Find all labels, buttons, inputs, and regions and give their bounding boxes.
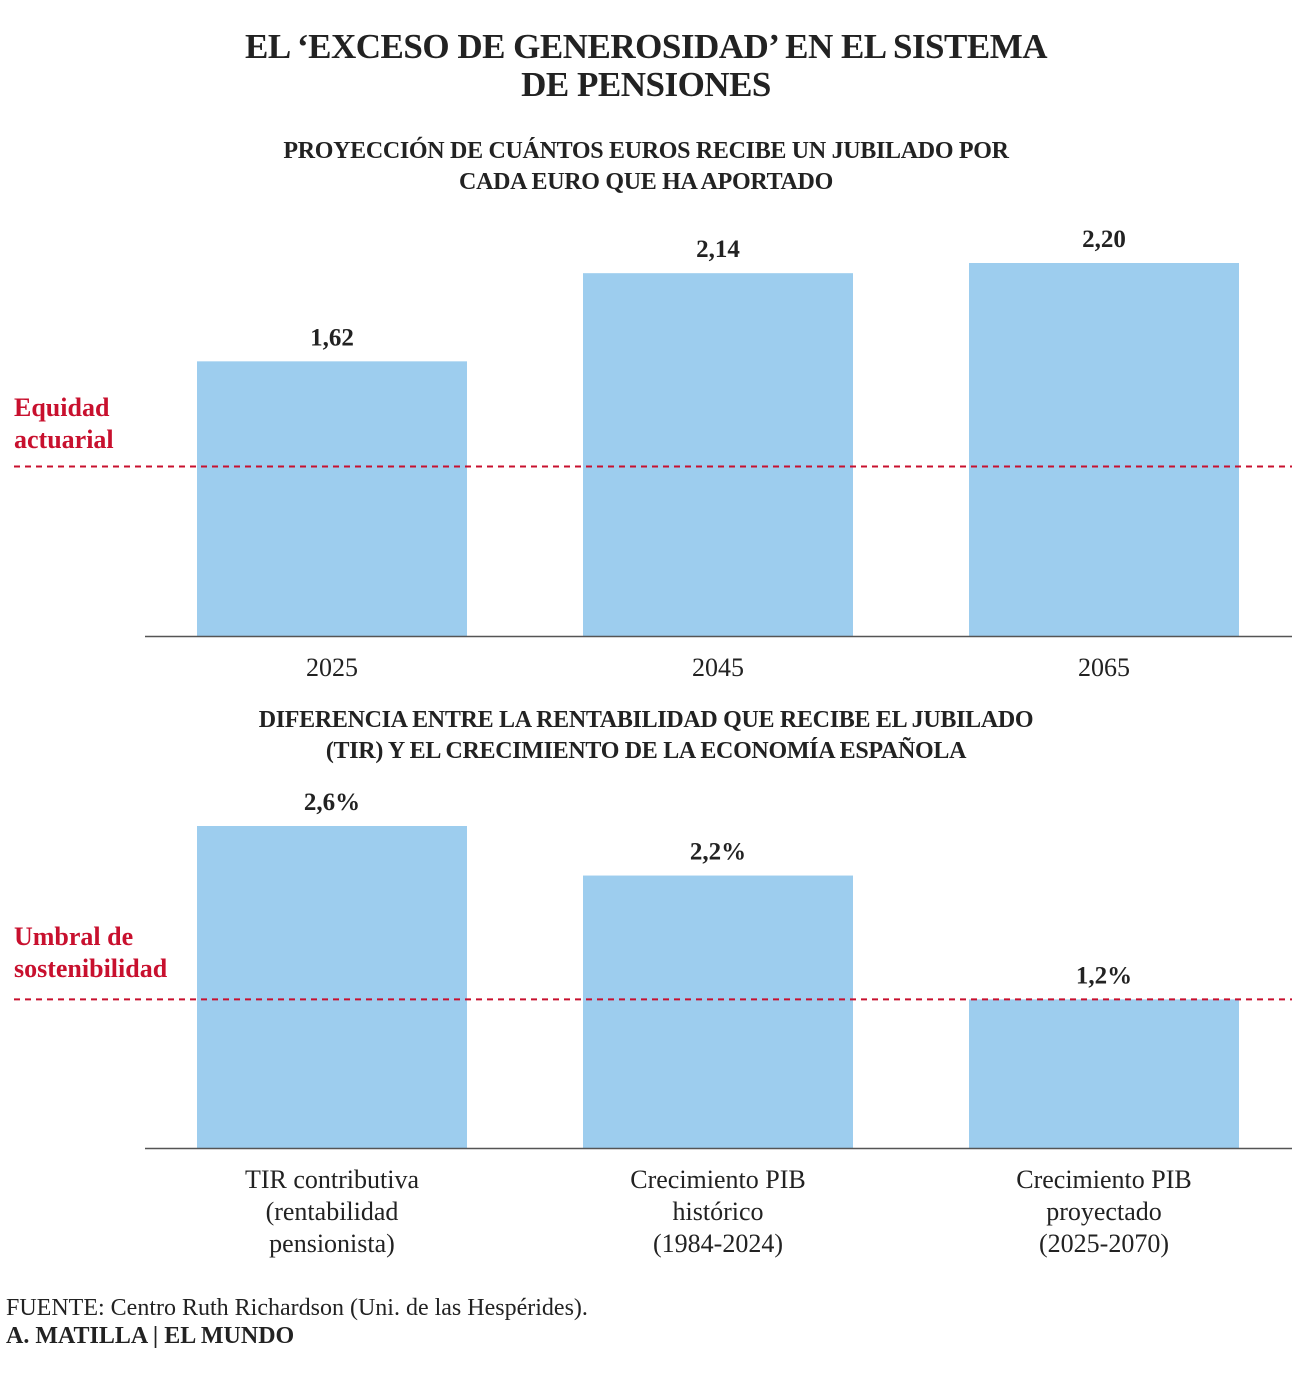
chart-2-category-label-1-line-2: (rentabilidad: [266, 1197, 399, 1226]
chart-1-value-label-3: 2,20: [1082, 226, 1126, 253]
chart-1-title-line-2: CADA EURO QUE HA APORTADO: [459, 169, 833, 195]
chart-2-category-label-2-line-3: (1984-2024): [653, 1229, 783, 1258]
chart-2-category-label-3-line-1: Crecimiento PIB: [1016, 1165, 1191, 1194]
chart-1-bar-3: [969, 263, 1239, 636]
source-note: FUENTE: Centro Ruth Richardson (Uni. de …: [6, 1295, 588, 1321]
chart-1-category-label-3-line-1: 2065: [1078, 653, 1130, 682]
chart-1-category-label-2-line-1: 2045: [692, 653, 744, 682]
chart-main-title: EL ‘EXCESO DE GENEROSIDAD’ EN EL SISTEMA…: [0, 28, 1292, 104]
chart-1-bar-1: [197, 361, 467, 636]
chart-2-category-label-3-line-3: (2025-2070): [1039, 1229, 1169, 1258]
chart-1-value-label-1: 1,62: [310, 324, 354, 351]
chart-2-value-label-1: 2,6%: [304, 789, 360, 816]
chart-2-bar-1: [197, 826, 467, 1148]
chart-1-title: PROYECCIÓN DE CUÁNTOS EUROS RECIBE UN JU…: [0, 136, 1292, 198]
chart-1-euros-per-euro: 1,62 2025 2,14 2045 2,20 2065 Equidad actuarial: [14, 226, 1292, 682]
chart-2-category-label-3-line-2: proyectado: [1046, 1197, 1162, 1226]
author-credit: A. MATILLA | EL MUNDO: [6, 1323, 295, 1349]
chart-1-category-label-1-line-1: 2025: [306, 653, 358, 682]
chart-2-reference-label-line-2: sostenibilidad: [14, 954, 168, 983]
chart-1-value-label-2: 2,14: [696, 236, 740, 263]
chart-2-category-label-1-line-3: pensionista): [269, 1229, 395, 1258]
chart-2-category-label-2-line-2: histórico: [673, 1197, 764, 1226]
chart-2-title-line-1: DIFERENCIA ENTRE LA RENTABILIDAD QUE REC…: [258, 707, 1034, 733]
chart-2-value-label-2: 2,2%: [690, 839, 746, 866]
chart-2-category-label-1-line-1: TIR contributiva: [245, 1165, 419, 1194]
chart-2-value-label-3: 1,2%: [1076, 962, 1132, 989]
main-title-line-2: DE PENSIONES: [521, 65, 771, 104]
chart-2-bar-2: [583, 875, 853, 1148]
chart-1-reference-label-line-1: Equidad: [14, 393, 110, 422]
chart-2-tir-vs-gdp: 2,6% TIR contributiva (rentabilidad pension…: [14, 789, 1292, 1258]
chart-2-title: DIFERENCIA ENTRE LA RENTABILIDAD QUE REC…: [0, 705, 1292, 767]
main-title-line-1: EL ‘EXCESO DE GENEROSIDAD’ EN EL SISTEMA: [244, 27, 1048, 66]
chart-2-title-line-2: (TIR) Y EL CRECIMIENTO DE LA ECONOMÍA ES…: [325, 738, 967, 764]
chart-2-category-label-2-line-1: Crecimiento PIB: [630, 1165, 805, 1194]
chart-1-bar-2: [583, 273, 853, 636]
chart-2-bar-3: [969, 999, 1239, 1148]
chart-1-title-line-1: PROYECCIÓN DE CUÁNTOS EUROS RECIBE UN JU…: [283, 138, 1009, 164]
chart-1-reference-label-line-2: actuarial: [14, 425, 114, 454]
chart-2-reference-label-line-1: Umbral de: [14, 922, 133, 951]
